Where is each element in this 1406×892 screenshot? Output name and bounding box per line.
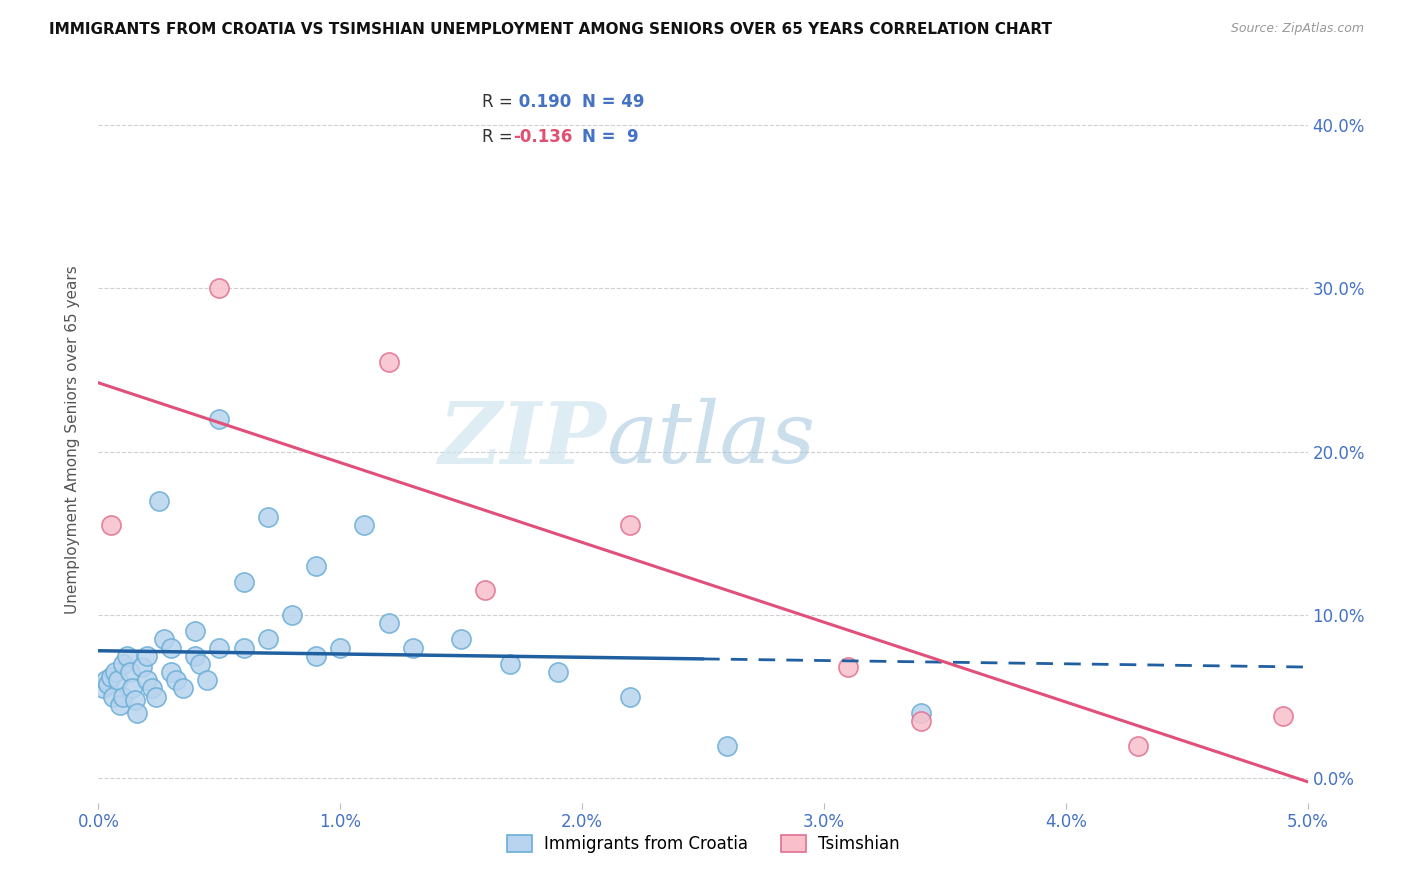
Point [107,673,129,688]
Point [100,518,122,533]
Point [377,616,399,631]
Point [91,681,114,696]
Point [910,714,932,728]
Point [111,690,134,704]
Point [619,518,641,533]
Point [101,690,124,704]
Point [108,698,131,712]
Point [100,670,122,684]
Point [837,660,859,674]
Point [131,660,153,674]
Point [121,681,143,696]
Point [141,681,163,696]
Point [281,607,304,622]
Text: ZIP: ZIP [439,398,606,481]
Text: N =  9: N = 9 [582,128,638,146]
Point [165,673,187,688]
Point [208,640,231,655]
Point [1128,739,1150,753]
Text: -0.136: -0.136 [513,128,572,146]
Text: R =: R = [482,93,517,111]
Point [135,648,157,663]
Point [118,665,141,679]
Point [124,693,146,707]
Point [111,657,134,671]
Point [172,681,194,696]
Point [1272,709,1295,723]
Point [377,355,399,369]
Point [305,558,328,573]
Point [145,690,167,704]
Legend: Immigrants from Croatia, Tsimshian: Immigrants from Croatia, Tsimshian [501,829,905,860]
Point [716,739,738,753]
Point [232,575,254,590]
Point [104,665,127,679]
Point [498,657,520,671]
Point [547,665,569,679]
Text: R =: R = [482,128,517,146]
Point [305,648,328,663]
Point [160,640,183,655]
Point [184,624,207,639]
Point [619,690,641,704]
Point [256,632,278,647]
Point [127,706,149,720]
Point [402,640,425,655]
Point [97,676,120,690]
Point [195,673,218,688]
Point [474,583,496,598]
Point [256,509,278,524]
Text: IMMIGRANTS FROM CROATIA VS TSIMSHIAN UNEMPLOYMENT AMONG SENIORS OVER 65 YEARS CO: IMMIGRANTS FROM CROATIA VS TSIMSHIAN UNE… [49,22,1052,37]
Point [160,665,183,679]
Point [353,518,375,533]
Y-axis label: Unemployment Among Seniors over 65 years: Unemployment Among Seniors over 65 years [65,265,80,614]
Point [450,632,472,647]
Point [117,648,139,663]
Point [208,412,231,426]
Point [135,673,157,688]
Point [188,657,211,671]
Point [148,493,170,508]
Point [94,673,117,688]
Text: Source: ZipAtlas.com: Source: ZipAtlas.com [1230,22,1364,36]
Point [184,648,207,663]
Point [232,640,254,655]
Point [208,281,231,295]
Text: N = 49: N = 49 [582,93,644,111]
Point [152,632,174,647]
Point [910,706,932,720]
Text: atlas: atlas [606,398,815,481]
Point [329,640,352,655]
Text: 0.190: 0.190 [513,93,571,111]
